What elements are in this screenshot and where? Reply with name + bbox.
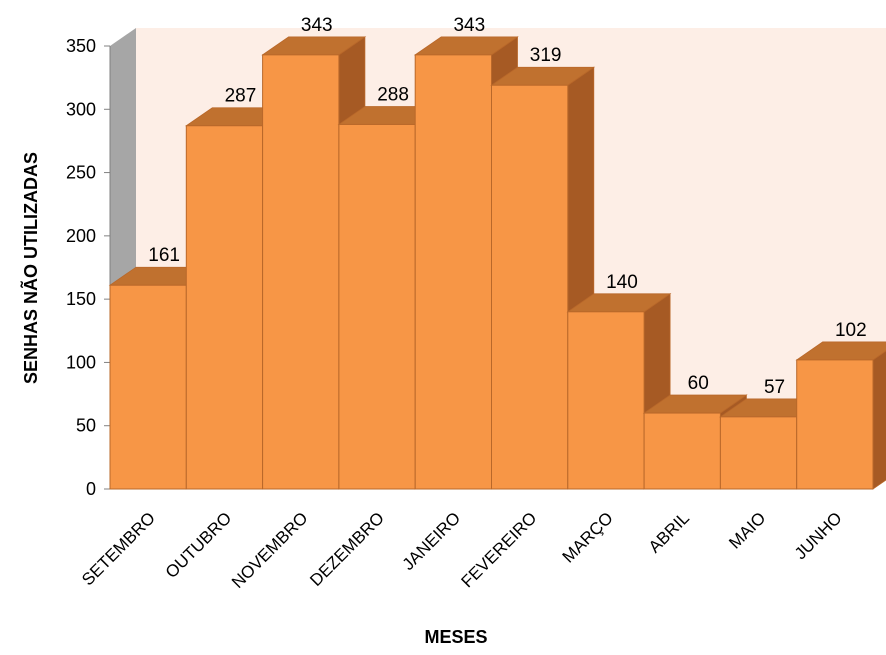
x-tick-label: ABRIL bbox=[645, 508, 693, 556]
y-tick-label: 200 bbox=[66, 226, 96, 246]
bar-front bbox=[185, 125, 264, 490]
data-label: 319 bbox=[530, 45, 562, 66]
bar-front bbox=[719, 416, 798, 490]
bar-front bbox=[796, 359, 874, 490]
y-tick-label: 350 bbox=[66, 36, 96, 56]
bar-front bbox=[491, 84, 569, 490]
y-axis: 0 50 100 150 200 250 300 350 bbox=[66, 36, 111, 499]
x-tick-label: NOVEMBRO bbox=[228, 508, 312, 592]
data-labels: 161 287 343 288 343 319 140 60 57 102 bbox=[148, 15, 866, 398]
x-tick-label: SETEMBRO bbox=[78, 508, 159, 589]
bar-front bbox=[643, 412, 721, 490]
y-tick-label: 300 bbox=[66, 99, 96, 119]
data-label: 288 bbox=[377, 84, 409, 105]
x-tick-label: DEZEMBRO bbox=[306, 508, 388, 590]
data-label: 102 bbox=[835, 320, 867, 341]
y-tick-label: 100 bbox=[66, 352, 96, 372]
data-label: 60 bbox=[688, 373, 709, 394]
data-label: 161 bbox=[148, 245, 180, 266]
bar-side bbox=[872, 350, 886, 490]
data-label: 343 bbox=[453, 15, 485, 36]
x-tick-label: OUTUBRO bbox=[162, 508, 236, 582]
x-tick-label: MARÇO bbox=[559, 508, 617, 566]
bar-front bbox=[109, 284, 187, 490]
data-label: 343 bbox=[301, 15, 333, 36]
data-label: 287 bbox=[225, 86, 257, 107]
y-tick-label: 0 bbox=[86, 479, 96, 499]
y-tick-label: 250 bbox=[66, 163, 96, 183]
y-tick-label: 50 bbox=[76, 416, 96, 436]
x-axis-title: MESES bbox=[424, 627, 487, 647]
data-label: 140 bbox=[606, 272, 638, 293]
x-tick-label: JUNHO bbox=[791, 508, 846, 563]
bar-front bbox=[338, 123, 416, 490]
y-axis-title: SENHAS NÃO UTILIZADAS bbox=[20, 152, 41, 384]
bar bbox=[795, 341, 886, 490]
x-tick-label: JANEIRO bbox=[399, 508, 465, 574]
x-tick-label: MAIO bbox=[725, 508, 769, 552]
bar-front bbox=[414, 54, 493, 490]
bars bbox=[108, 36, 886, 490]
bar-front bbox=[567, 311, 645, 490]
data-label: 57 bbox=[764, 377, 785, 398]
bar-front bbox=[262, 54, 340, 490]
y-tick-label: 150 bbox=[66, 289, 96, 309]
x-tick-label: FEVEREIRO bbox=[458, 508, 541, 591]
